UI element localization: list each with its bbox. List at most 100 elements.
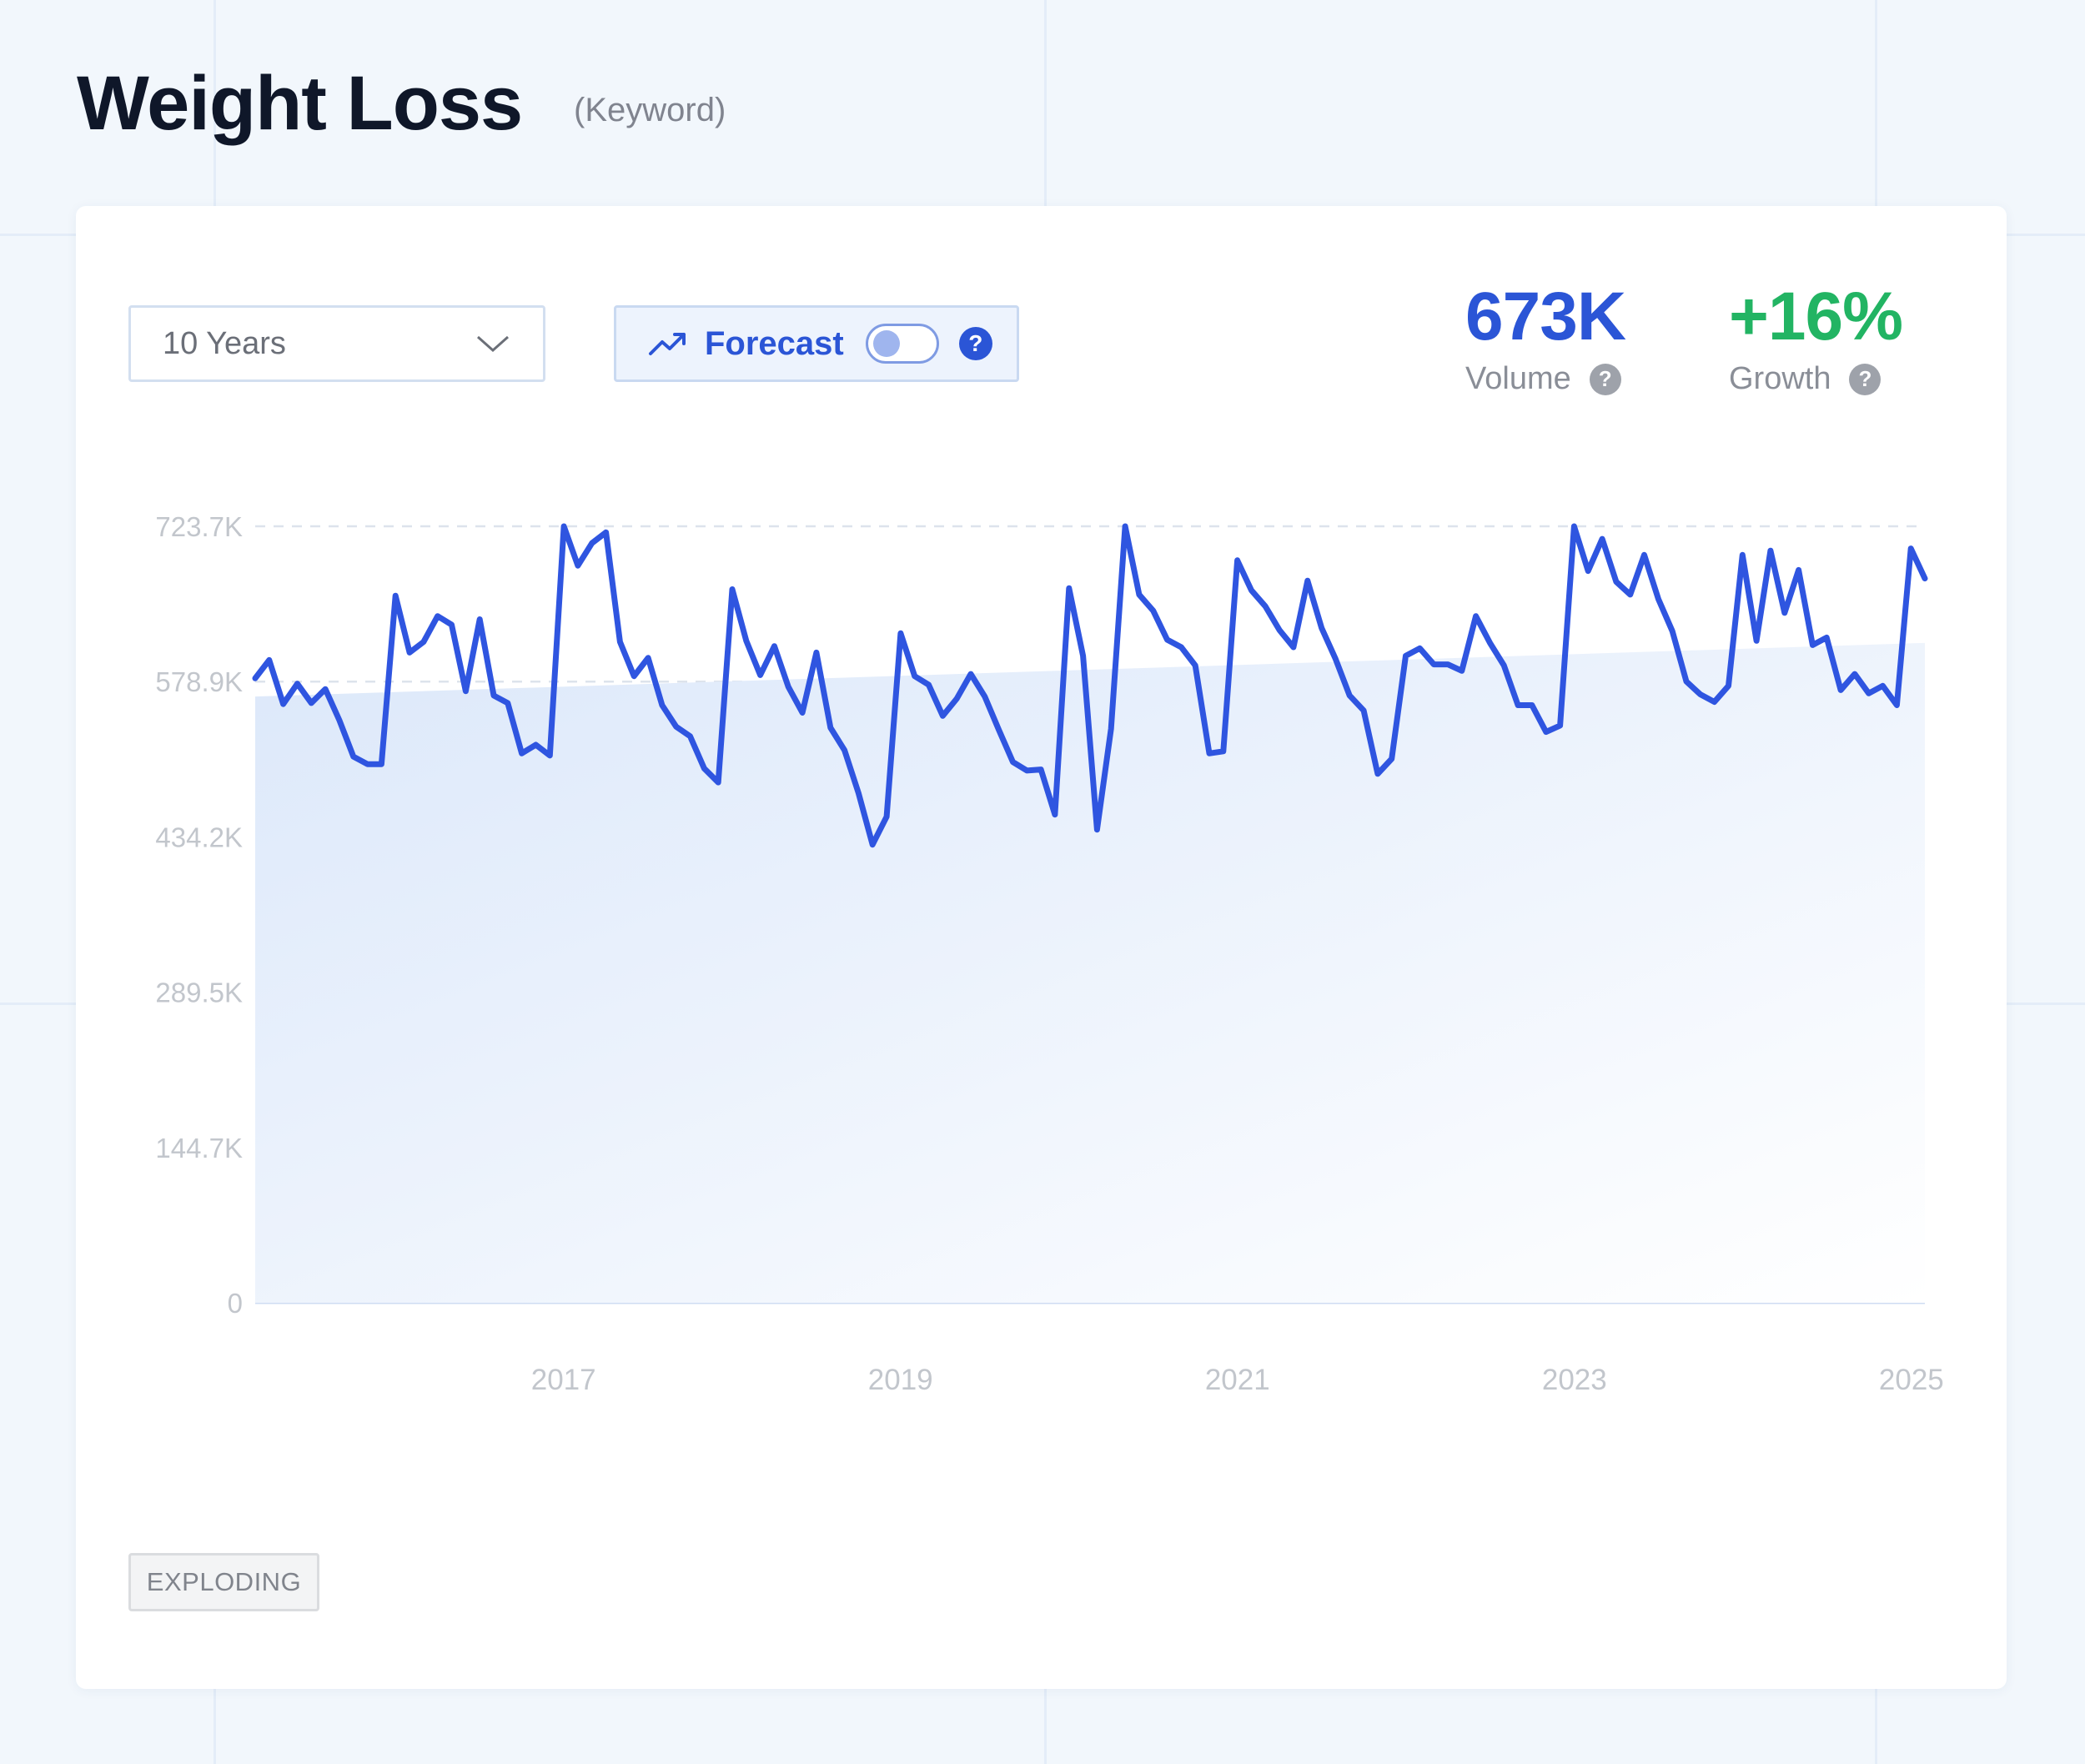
data-point [323,686,328,691]
data-point [575,563,580,568]
data-point [688,734,693,739]
forecast-help-icon[interactable]: ? [958,327,992,360]
data-point [1852,671,1857,676]
data-point [1600,536,1605,541]
data-point [1474,614,1479,619]
data-point [1642,552,1647,557]
trend-card: 10 Years Forecast ? 673K Volume ? +16% G… [76,206,2007,1689]
data-point [1445,662,1450,667]
data-point [1460,668,1465,673]
data-point [1558,723,1563,728]
volume-value: 673K [1465,279,1626,354]
data-point [1796,567,1801,572]
data-point [674,724,679,729]
data-point [744,638,749,643]
data-point [1684,679,1689,684]
data-point [1866,691,1871,696]
data-point [701,766,706,771]
data-point [1417,646,1422,651]
data-point [1263,604,1268,609]
data-point [884,814,889,819]
data-point [534,742,539,747]
data-point [1404,653,1409,658]
data-point [1894,703,1899,708]
data-point [646,656,651,661]
data-point [982,694,987,699]
data-point [309,701,314,706]
data-point [1277,627,1282,632]
data-point [1165,637,1170,642]
data-point [1193,663,1198,668]
chevron-down-icon [477,335,509,353]
forecast-toggle[interactable] [865,324,939,364]
data-point [1221,749,1226,754]
data-point [870,842,875,847]
data-point [758,672,763,677]
data-point [365,761,370,766]
volume-help-icon[interactable]: ? [1589,363,1621,395]
data-point [856,791,861,796]
y-tick-label: 144.7K [155,1133,243,1163]
data-point [1249,588,1254,593]
data-point [1137,592,1142,597]
data-point [730,587,735,592]
data-point [786,685,791,690]
growth-label: Growth [1729,361,1831,397]
trend-up-icon [649,333,686,355]
data-point [1151,608,1156,613]
data-point [1571,524,1576,529]
data-point [1670,629,1675,634]
data-point [1628,592,1633,597]
data-point [1081,653,1086,658]
data-point [421,640,426,645]
volume-label: Volume [1465,361,1571,397]
data-point [547,753,552,758]
time-range-select[interactable]: 10 Years [128,305,545,382]
data-point [520,751,525,756]
data-point [1207,751,1212,756]
volume-stat: 673K Volume ? [1465,279,1626,397]
data-point [407,650,412,655]
data-point [1389,756,1394,761]
data-point [450,622,455,627]
growth-stat: +16% Growth ? [1729,279,1903,397]
growth-help-icon[interactable]: ? [1849,363,1882,395]
data-point [1038,767,1043,772]
data-point [1488,641,1493,646]
data-point [477,617,482,622]
data-point [561,524,566,529]
data-point [1544,730,1549,735]
data-point [463,689,468,694]
forecast-label: Forecast [705,324,844,362]
data-point [1585,569,1590,574]
data-point [716,780,721,785]
data-point [1810,642,1815,647]
y-tick-label: 289.5K [155,977,243,1008]
trend-area [255,642,1925,1303]
data-point [1333,656,1338,661]
data-point [1291,645,1296,650]
data-point [491,693,496,698]
data-point [1881,683,1886,688]
y-tick-label: 434.2K [155,822,243,852]
data-point [898,631,903,636]
data-point [1178,645,1183,650]
x-tick-label: 2021 [1205,1364,1270,1396]
data-point [267,657,272,662]
data-point [1838,687,1843,692]
time-range-label: 10 Years [163,325,286,361]
status-badge: EXPLODING [128,1553,319,1611]
data-point [1614,580,1619,585]
page-title: Weight Loss [77,61,523,146]
data-point [1922,576,1927,581]
data-point [604,530,609,535]
data-point [1319,626,1324,631]
data-point [1530,703,1535,708]
data-point [1011,760,1016,765]
data-point [1655,596,1660,601]
data-point [828,726,833,731]
page-subtitle: (Keyword) [574,92,726,128]
series-line [252,523,1928,848]
toggle-knob [872,330,900,357]
data-point [1361,708,1366,713]
